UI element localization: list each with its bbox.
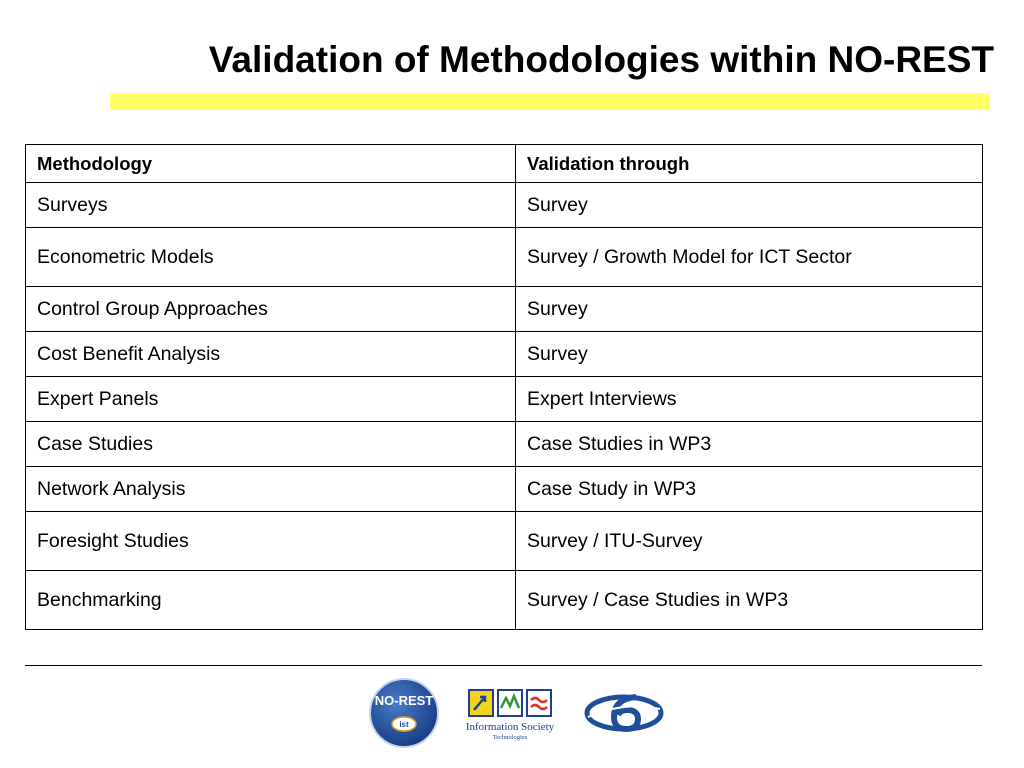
validation-cell: Survey: [515, 286, 983, 332]
methodology-cell: Expert Panels: [25, 376, 516, 422]
methodology-table: Methodology Validation through Surveys S…: [25, 144, 983, 630]
norest-logo: NO-REST ist: [369, 678, 439, 748]
methodology-cell: Econometric Models: [25, 227, 516, 287]
validation-cell: Expert Interviews: [515, 376, 983, 422]
table-row: Case Studies Case Studies in WP3: [25, 421, 983, 467]
table-row: Econometric Models Survey / Growth Model…: [25, 227, 983, 287]
information-society-logo: Information Society Technologies: [458, 688, 562, 744]
norest-ist-badge: ist: [399, 720, 409, 729]
table-row: Cost Benefit Analysis Survey: [25, 331, 983, 377]
methodology-cell: Cost Benefit Analysis: [25, 331, 516, 377]
table-row: Control Group Approaches Survey: [25, 286, 983, 332]
validation-cell: Survey: [515, 331, 983, 377]
header-methodology: Methodology: [25, 144, 516, 183]
validation-cell: Survey / ITU-Survey: [515, 511, 983, 571]
table-row: Expert Panels Expert Interviews: [25, 376, 983, 422]
methodology-cell: Case Studies: [25, 421, 516, 467]
ist-icons: [468, 689, 552, 717]
validation-cell: Survey / Growth Model for ICT Sector: [515, 227, 983, 287]
table-row: Network Analysis Case Study in WP3: [25, 466, 983, 512]
table-row: Benchmarking Survey / Case Studies in WP…: [25, 570, 983, 630]
methodology-cell: Control Group Approaches: [25, 286, 516, 332]
norest-logo-text: NO-REST: [375, 693, 434, 708]
table-header-row: Methodology Validation through: [25, 144, 983, 183]
footer-divider: [25, 665, 982, 666]
validation-cell: Case Studies in WP3: [515, 421, 983, 467]
header-validation-through: Validation through: [515, 144, 983, 183]
title-highlight-bar: [110, 93, 990, 110]
slide-title: Validation of Methodologies within NO-RE…: [208, 39, 994, 80]
validation-cell: Survey: [515, 182, 983, 228]
methodology-cell: Benchmarking: [25, 570, 516, 630]
table-row: Surveys Survey: [25, 182, 983, 228]
methodology-cell: Foresight Studies: [25, 511, 516, 571]
ist-subtitle: Technologies: [492, 734, 528, 741]
methodology-cell: Network Analysis: [25, 466, 516, 512]
validation-cell: Case Study in WP3: [515, 466, 983, 512]
fp6-logo-icon: [584, 694, 664, 733]
table-row: Foresight Studies Survey / ITU-Survey: [25, 511, 983, 571]
methodology-cell: Surveys: [25, 182, 516, 228]
validation-cell: Survey / Case Studies in WP3: [515, 570, 983, 630]
ist-name: Information Society: [465, 721, 555, 733]
